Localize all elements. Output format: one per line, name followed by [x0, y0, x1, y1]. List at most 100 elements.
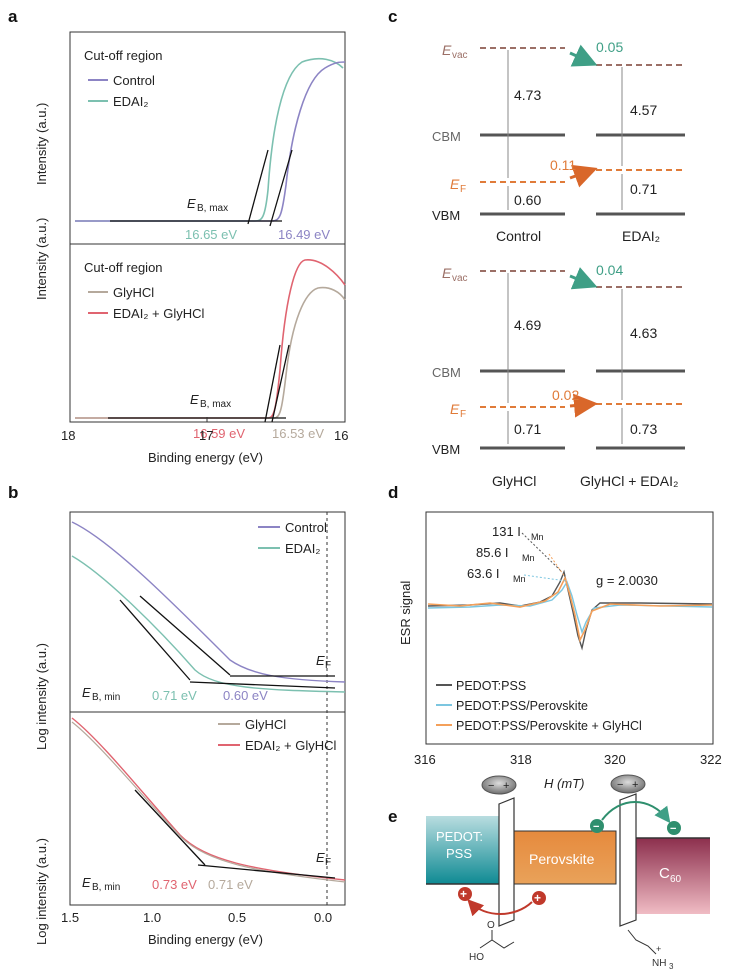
- d-peak-line-2: [523, 574, 567, 582]
- c-bot-ef-shift-arrow: [569, 393, 598, 418]
- panel-label-a: a: [8, 7, 18, 26]
- b-top-fit-1: [139, 595, 231, 676]
- c-top-right-gap: 4.57: [630, 102, 657, 118]
- a-top-curve-control: [75, 61, 346, 222]
- c-top-dvac: 0.05: [596, 39, 623, 55]
- e-electron-1: [590, 819, 604, 833]
- panel-a: Intensity (a.u.) Intensity (a.u.) Cut-of…: [34, 31, 348, 465]
- c-top-left-gap: 4.73: [514, 87, 541, 103]
- b-bottom-val-1: 0.71 eV: [208, 877, 253, 892]
- c-top-right-vb: 0.71: [630, 181, 657, 197]
- c-bot-right-name: GlyHCl + EDAI₂: [580, 473, 678, 489]
- e-dipole-left-plus: +: [503, 780, 509, 792]
- b-bottom-curve-edai-gly: [71, 717, 346, 881]
- a-top-title: Cut-off region: [84, 48, 163, 63]
- a-bottom-curve-edai-gly: [75, 259, 346, 419]
- a-bottom-title: Cut-off region: [84, 260, 163, 275]
- panel-b: Log intensity (a.u.) Log intensity (a.u.…: [34, 511, 346, 947]
- a-top-cut-0: 16.65 eV: [185, 227, 237, 242]
- b-top-val-1: 0.60 eV: [223, 688, 268, 703]
- panel-d: ESR signal 131 I Mn 85.6 I Mn 63.6 I Mn …: [398, 511, 722, 791]
- d-xtick-label-2: 320: [604, 752, 626, 767]
- d-g-label: g = 2.0030: [596, 573, 658, 588]
- e-hole-arrow: [467, 899, 533, 917]
- b-xtick-label-0: 1.5: [61, 910, 79, 925]
- b-bottom-eb: E: [82, 875, 91, 890]
- b-top-fit-2: [119, 599, 191, 681]
- c-bot-evac-sub: vac: [452, 273, 468, 284]
- b-ylabel-top: Log intensity (a.u.): [34, 643, 49, 750]
- e-hole-1: [458, 887, 472, 901]
- d-legend-1: PEDOT:PSS/Perovskite: [456, 699, 588, 713]
- e-dipole-left-minus: −: [488, 780, 494, 792]
- c-top-left-vb: 0.60: [514, 192, 541, 208]
- e-barrier-right: [619, 793, 637, 927]
- e-pedot-label: PEDOT:: [436, 829, 483, 844]
- b-top-curve-edai: [71, 555, 346, 693]
- c-bot-vbm-label: VBM: [432, 442, 460, 457]
- panel-label-b: b: [8, 483, 18, 502]
- a-top-eb-sub: B, max: [197, 203, 228, 214]
- e-c60-label: C: [659, 865, 670, 882]
- d-xtick-label-1: 318: [510, 752, 532, 767]
- c-top-evac-label: E: [442, 42, 452, 58]
- b-bottom-ef-sub: F: [325, 857, 331, 868]
- a-top-legend-1: EDAI₂: [113, 94, 148, 109]
- c-top-ef-sub: F: [460, 184, 466, 195]
- b-top-eb-sub: B, min: [92, 692, 120, 703]
- e-dipole-right-plus: +: [632, 779, 638, 791]
- b-xtick-label-3: 0.0: [314, 910, 332, 925]
- e-gly-left: [479, 939, 515, 949]
- e-gly-nh3: NH: [652, 958, 666, 969]
- a-top-fit-2: [269, 149, 293, 227]
- d-legend-0: PEDOT:PSS: [456, 679, 526, 693]
- b-top-legend-0: Control: [285, 520, 327, 535]
- panel-b-frame: [69, 511, 346, 906]
- c-bot-dvac: 0.04: [596, 262, 623, 278]
- c-top-cbm-label: CBM: [432, 129, 461, 144]
- e-electron-2: [667, 821, 681, 835]
- a-xlabel: Binding energy (eV): [148, 450, 263, 465]
- a-bottom-cut-0: 16.59 eV: [193, 426, 245, 441]
- a-top-legend-0: Control: [113, 73, 155, 88]
- b-xtick-label-2: 0.5: [228, 910, 246, 925]
- c-top-ef-label: E: [450, 176, 460, 192]
- e-dipole-left: [481, 775, 517, 795]
- a-bottom-eb-sub: B, max: [200, 399, 231, 410]
- b-top-ef: E: [316, 653, 325, 668]
- c-top-vac-shift-arrow: [569, 44, 598, 67]
- b-top-legend-1: EDAI₂: [285, 541, 320, 556]
- d-curve-pedot-pero-gly: [427, 575, 713, 643]
- b-xlabel: Binding energy (eV): [148, 932, 263, 947]
- a-bottom-eb: E: [190, 392, 199, 407]
- c-bot-left-gap: 4.69: [514, 317, 541, 333]
- b-bottom-base: [197, 864, 336, 879]
- c-top-left-name: Control: [496, 228, 541, 244]
- a-bottom-fit-1: [264, 344, 281, 423]
- panel-c: E vac CBM E F VBM 0.05 0.11 4.73 4.57 0.…: [432, 39, 685, 489]
- d-peak-line-1: [548, 553, 566, 578]
- c-bot-evac-label: E: [442, 265, 452, 281]
- d-legend-2: PEDOT:PSS/Perovskite + GlyHCl: [456, 719, 642, 733]
- c-bot-left-vb: 0.71: [514, 421, 541, 437]
- b-top-ef-sub: F: [325, 660, 331, 671]
- a-bottom-cut-1: 16.53 eV: [272, 426, 324, 441]
- a-xtick-label-0: 18: [61, 428, 75, 443]
- e-hole-1-sign: +: [460, 887, 467, 901]
- e-pedot-block: [426, 816, 504, 884]
- e-hole-2: [532, 891, 546, 905]
- a-top-curve-edai: [75, 57, 344, 222]
- e-gly-ho: HO: [469, 952, 484, 963]
- c-bot-cbm-label: CBM: [432, 365, 461, 380]
- b-bottom-legend-0: GlyHCl: [245, 717, 286, 732]
- d-curve-pedot-pero: [427, 580, 713, 635]
- e-dipole-right: [610, 774, 646, 794]
- e-c60-block: [636, 838, 710, 914]
- c-top-def: 0.11: [550, 157, 576, 173]
- a-bottom-fit-2: [271, 344, 290, 423]
- d-peak-2-sub: Mn: [513, 574, 526, 584]
- panel-label-c: c: [388, 7, 397, 26]
- panel-label-e: e: [388, 807, 397, 826]
- b-bottom-ef: E: [316, 850, 325, 865]
